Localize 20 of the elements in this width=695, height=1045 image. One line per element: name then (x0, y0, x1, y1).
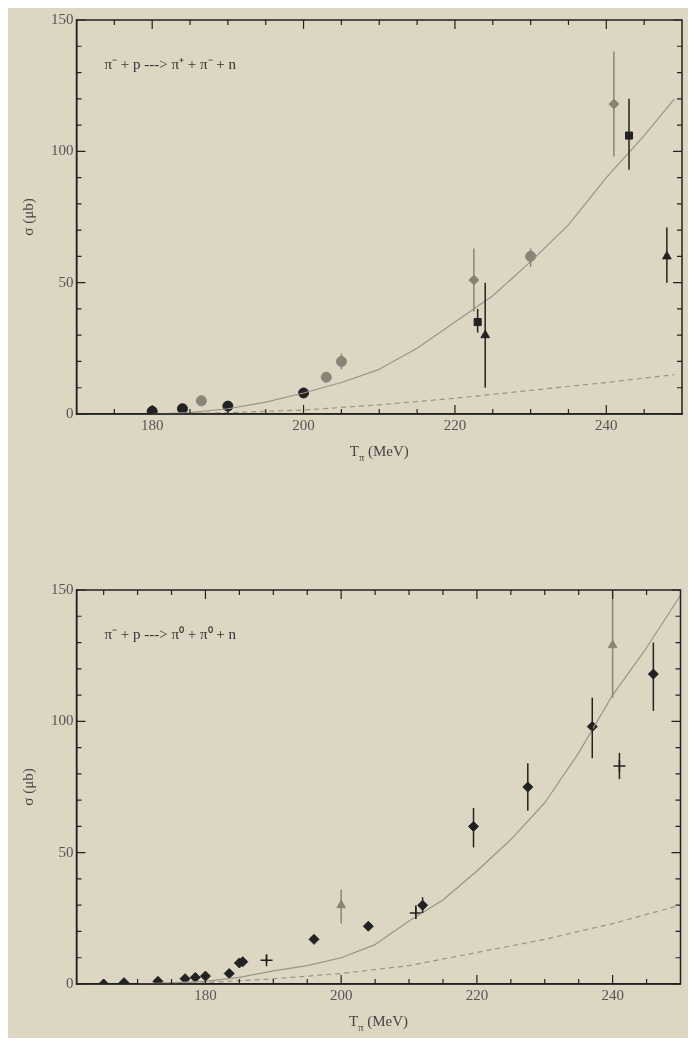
y-tick-label: 0 (66, 974, 74, 991)
y-tick-label: 50 (58, 843, 74, 860)
x-tick-label: 240 (601, 986, 624, 1003)
y-tick-label: 0 (66, 404, 74, 421)
annotation: π⁻ + p ---> π⁺ + π⁻ + n (104, 55, 237, 72)
x-tick-label: 220 (465, 986, 489, 1003)
x-tick-label: 220 (443, 416, 467, 433)
y-axis-title: σ (μb) (19, 768, 37, 806)
y-tick-label: 50 (58, 273, 74, 290)
y-tick-label: 100 (51, 712, 74, 729)
y-tick-label: 150 (51, 10, 74, 27)
x-tick-label: 180 (140, 416, 164, 433)
x-tick-label: 200 (329, 986, 353, 1003)
x-tick-label: 240 (595, 416, 618, 433)
x-tick-label: 180 (194, 986, 217, 1003)
y-tick-label: 150 (51, 580, 74, 597)
x-tick-label: 200 (292, 416, 315, 433)
y-axis-title: σ (μb) (19, 198, 37, 236)
y-tick-label: 100 (51, 142, 74, 159)
annotation: π⁻ + p ---> π⁰ + π⁰ + n (104, 625, 237, 642)
